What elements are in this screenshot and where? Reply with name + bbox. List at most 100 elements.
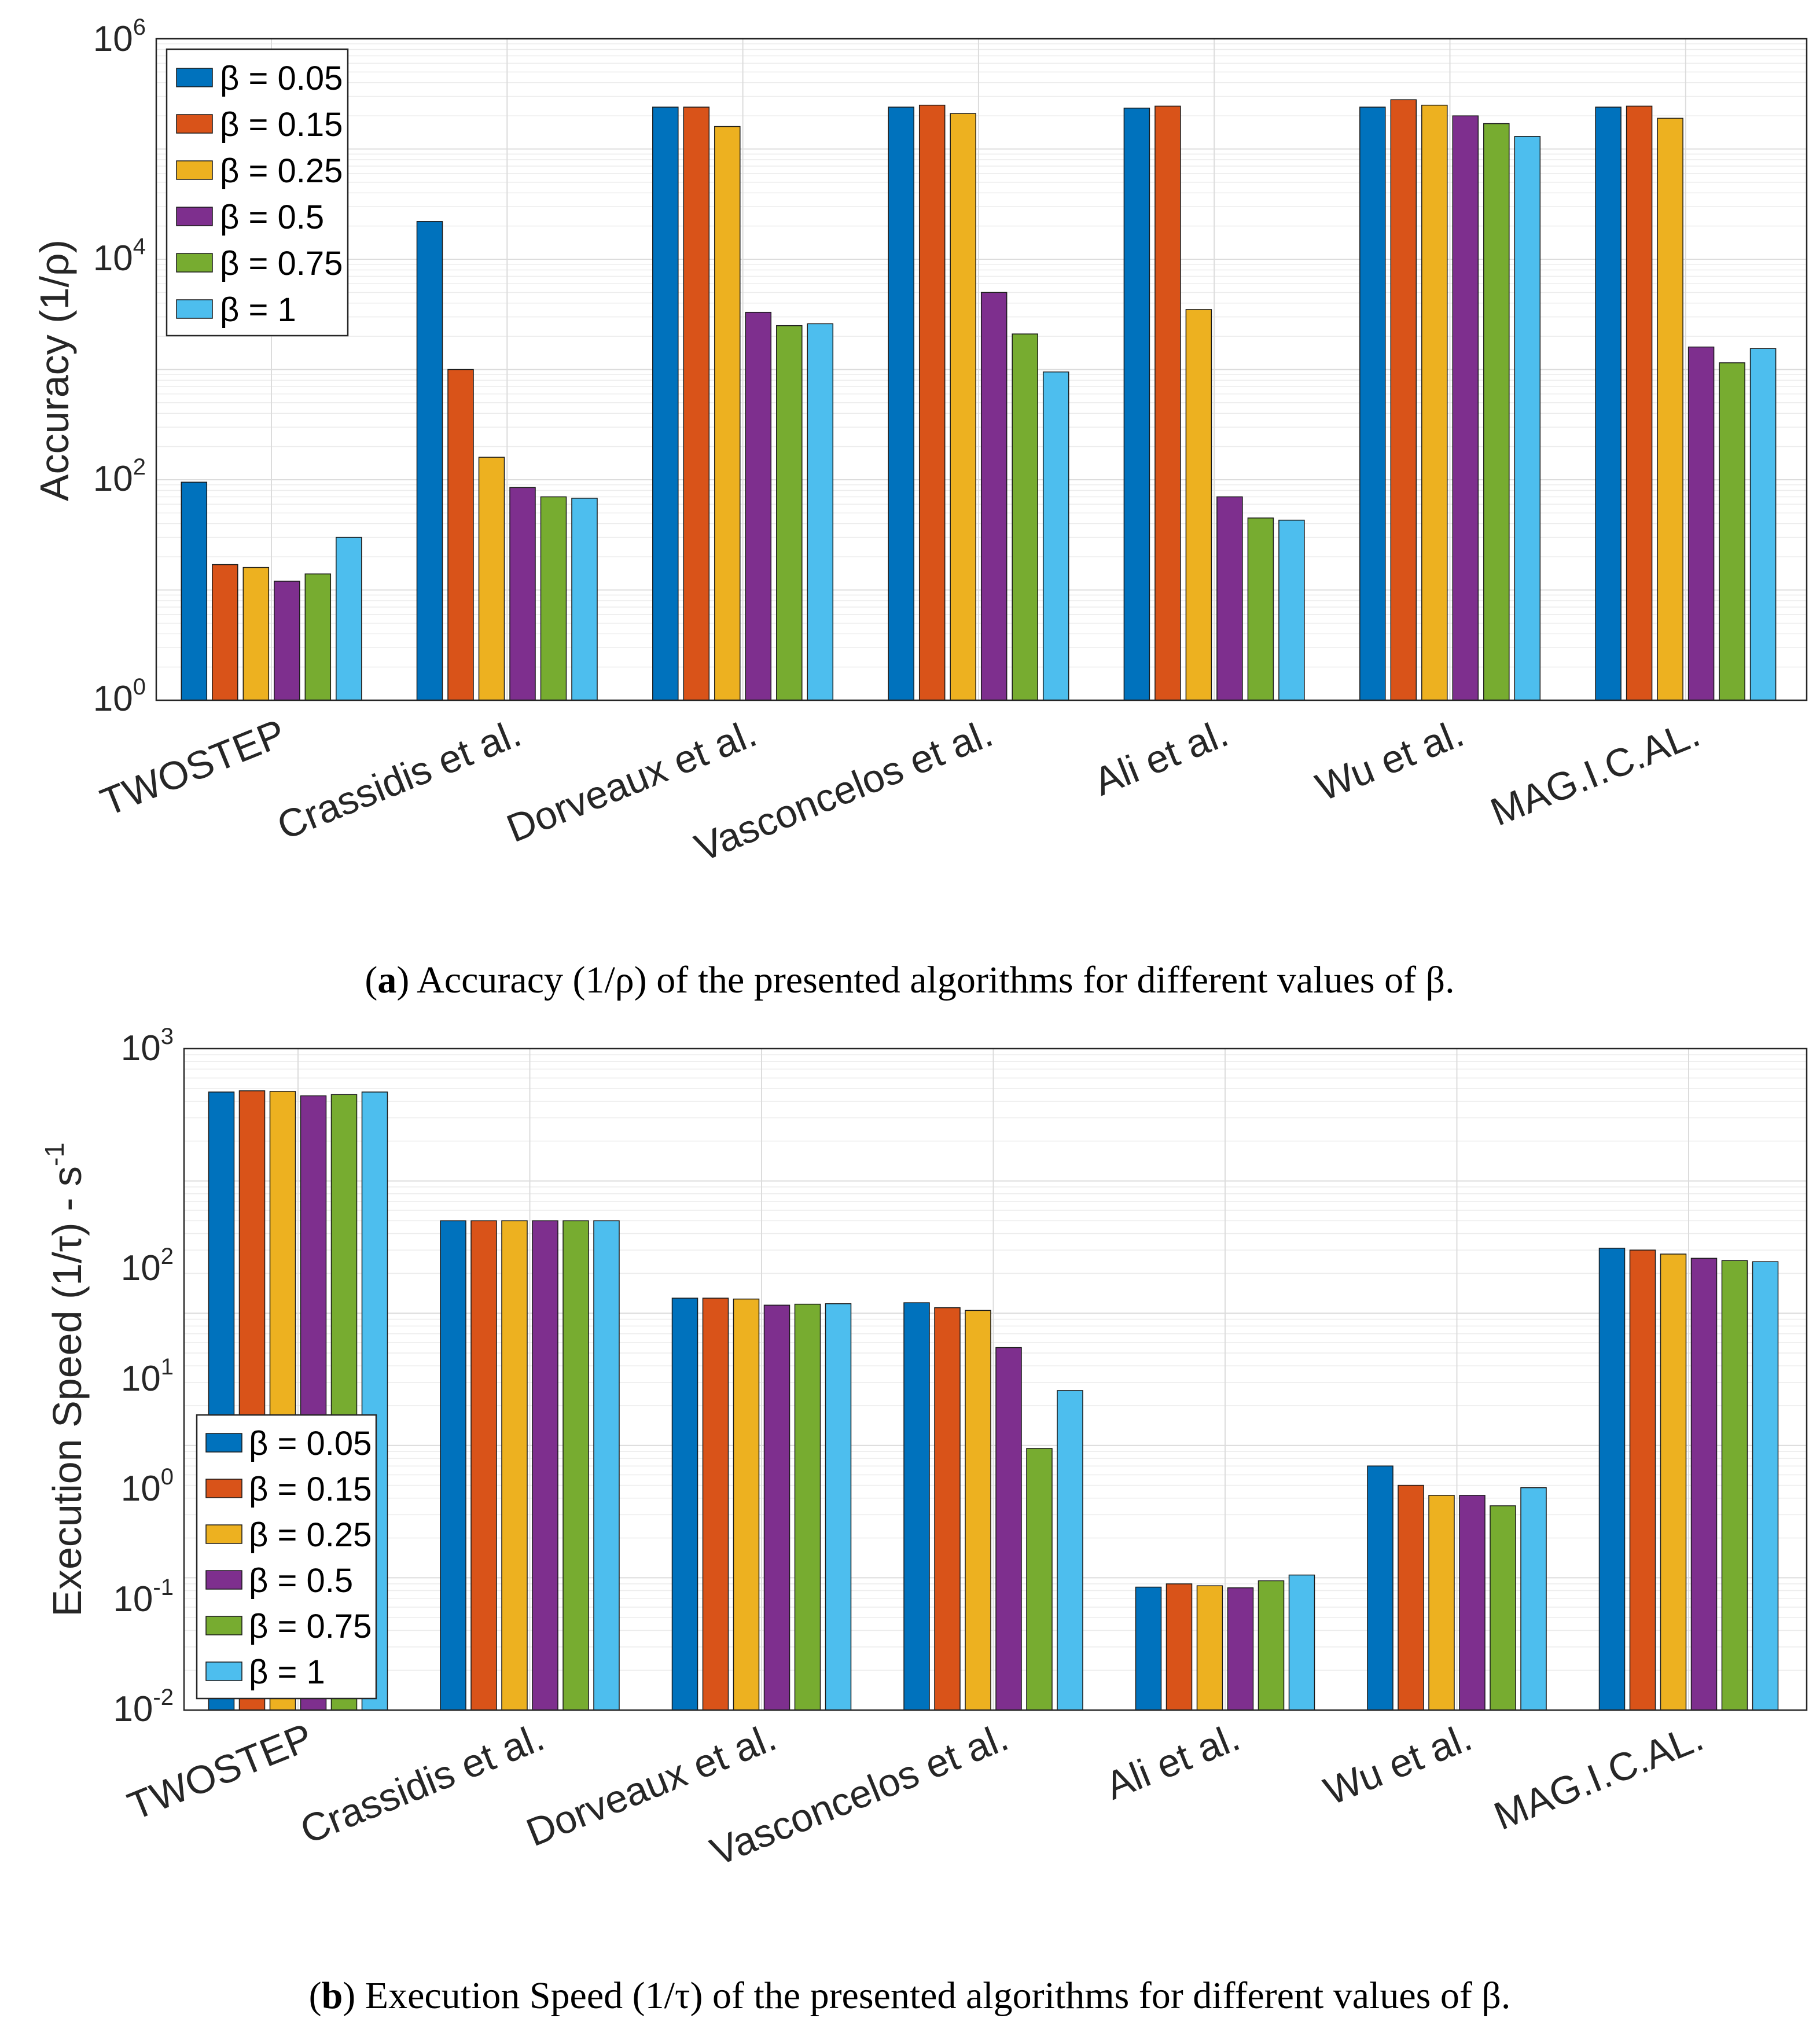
legend-speed: β = 0.05 β = 0.15 β = 0.25 β = 0.5 β = 0… (196, 1414, 377, 1700)
ytick-b-m1: 10-1 (113, 1575, 174, 1619)
bar-0.5-1 (532, 1220, 558, 1711)
legend-swatch (176, 207, 213, 226)
bar-0.05-2 (671, 1297, 698, 1711)
category-label: Crassidis et al. (271, 711, 527, 848)
category-label: Ali et al. (1088, 711, 1234, 804)
bar-0.5-6 (1690, 1258, 1718, 1711)
bar-1-4 (1278, 520, 1305, 701)
legend-label: β = 1 (249, 1653, 325, 1691)
category-label: TWOSTEP (94, 711, 291, 824)
ytick-b-m2: 10-2 (113, 1685, 174, 1729)
bar-0.05-0 (181, 481, 208, 701)
bar-0.75-1 (540, 496, 567, 701)
caption-speed: (b) Execution Speed (1/τ) of the present… (309, 1975, 1511, 2017)
bars-accuracy (181, 99, 1777, 701)
bar-0.75-0 (304, 573, 332, 701)
legend-swatch (176, 68, 213, 87)
y-axis-label-speed: Execution Speed (1/τ) - s-1 (39, 1142, 90, 1617)
legend-swatch (205, 1616, 242, 1635)
bar-0.05-4 (1123, 108, 1150, 701)
ytick-b-0: 100 (121, 1464, 174, 1509)
legend-label: β = 0.05 (220, 60, 343, 97)
ytick-b-3: 103 (121, 1024, 174, 1068)
bar-0.25-3 (950, 113, 976, 701)
legend-label: β = 0.15 (249, 1470, 372, 1508)
bar-0.25-6 (1660, 1253, 1687, 1711)
bar-0.5-4 (1216, 496, 1243, 701)
bar-0.05-6 (1595, 106, 1622, 701)
bar-0.75-5 (1490, 1505, 1516, 1711)
bar-0.5-4 (1227, 1587, 1254, 1711)
bar-0.15-4 (1165, 1583, 1193, 1711)
legend-label: β = 0.5 (249, 1562, 353, 1600)
bar-0.25-4 (1196, 1585, 1223, 1711)
plot-frame-accuracy (155, 38, 1808, 701)
legend-swatch (205, 1479, 242, 1498)
bar-0.25-6 (1657, 117, 1683, 701)
bar-0.15-2 (683, 106, 710, 701)
bar-1-4 (1288, 1574, 1315, 1711)
bar-0.75-6 (1721, 1260, 1748, 1711)
bar-0.15-3 (934, 1307, 961, 1711)
bar-0.75-2 (794, 1303, 821, 1711)
bar-1-5 (1520, 1487, 1547, 1711)
bar-0.5-2 (745, 311, 772, 701)
bar-0.75-1 (562, 1220, 589, 1711)
bar-0.15-5 (1390, 99, 1417, 701)
plot-area-speed (184, 1049, 1807, 1710)
bar-1-3 (1057, 1390, 1083, 1711)
bar-0.05-2 (652, 106, 679, 701)
bar-1-6 (1752, 1261, 1779, 1711)
bar-0.75-3 (1012, 333, 1038, 701)
category-label: Wu et al. (1310, 711, 1470, 810)
bar-1-3 (1042, 371, 1069, 701)
bar-0.15-6 (1629, 1249, 1656, 1711)
bar-0.25-5 (1421, 104, 1448, 701)
bar-0.25-1 (501, 1220, 528, 1711)
legend-label: β = 0.15 (220, 106, 343, 144)
bar-1-5 (1514, 136, 1541, 701)
bars-speed (208, 1090, 1779, 1711)
bar-1-2 (825, 1303, 852, 1711)
caption-accuracy: (a) Accuracy (1/ρ) of the presented algo… (365, 959, 1454, 1001)
bar-0.15-1 (447, 369, 474, 701)
legend-box (196, 1414, 377, 1700)
bar-1-2 (807, 323, 834, 701)
legend-label: β = 0.5 (220, 198, 324, 236)
ytick-b-2: 102 (121, 1244, 174, 1288)
bar-0.5-3 (980, 292, 1008, 701)
bar-0.05-6 (1598, 1248, 1626, 1711)
legend-label: β = 0.75 (249, 1608, 372, 1645)
bar-0.25-2 (733, 1298, 760, 1711)
chart-accuracy: 100 102 104 106 Accuracy (1/ρ) TWOSTEP C… (32, 14, 1808, 1001)
bar-0.15-6 (1626, 105, 1653, 701)
category-label: Wu et al. (1318, 1715, 1478, 1814)
bar-0.15-3 (918, 104, 946, 701)
legend-label: β = 1 (220, 291, 296, 329)
bar-0.25-3 (965, 1310, 991, 1711)
category-label: TWOSTEP (122, 1715, 318, 1828)
ytick-a-6: 106 (93, 14, 146, 59)
legend-swatch (176, 299, 213, 319)
ytick-a-4: 104 (93, 234, 146, 278)
bar-0.25-0 (242, 567, 270, 701)
bar-0.05-5 (1367, 1465, 1394, 1711)
ytick-b-1: 101 (121, 1354, 174, 1399)
bar-0.5-2 (763, 1304, 790, 1711)
bar-0.15-1 (470, 1220, 497, 1711)
y-axis-label-accuracy: Accuracy (1/ρ) (32, 240, 77, 501)
legend-swatch (176, 160, 213, 180)
bar-0.5-3 (995, 1347, 1022, 1711)
bar-0.25-5 (1428, 1495, 1455, 1711)
bar-0.75-6 (1719, 362, 1745, 701)
bar-0.75-2 (776, 325, 803, 701)
bar-0.5-0 (274, 580, 300, 701)
bar-1-0 (336, 536, 362, 701)
bar-0.5-5 (1459, 1495, 1486, 1711)
legend-swatch (176, 253, 213, 273)
bar-0.15-2 (702, 1297, 729, 1711)
bar-0.5-5 (1452, 115, 1479, 701)
ytick-a-0: 100 (93, 674, 146, 719)
legend-label: β = 0.05 (249, 1425, 372, 1462)
legend-swatch (205, 1570, 242, 1590)
